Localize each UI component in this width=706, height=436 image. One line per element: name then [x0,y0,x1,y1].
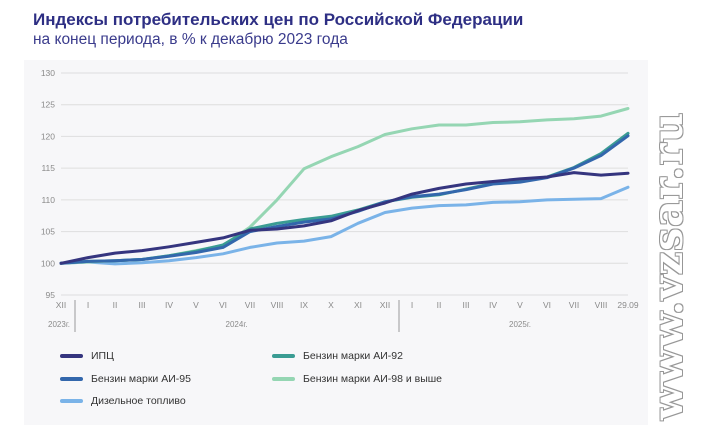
year-label: 2025г. [509,320,531,329]
legend-label: ИПЦ [91,350,114,363]
x-tick-label: VI [543,300,551,310]
chart-title: Индексы потребительских цен по Российско… [33,10,524,29]
y-tick-label: 120 [41,131,55,141]
legend-label: Дизельное топливо [91,395,186,408]
y-tick-label: 115 [41,163,55,173]
x-tick-label: 29.09 [617,300,639,310]
year-label: 2024г. [226,320,248,329]
y-tick-label: 105 [41,227,55,237]
year-label: 2023г. [48,320,70,329]
x-tick-label: II [113,300,118,310]
x-tick-label: VII [569,300,579,310]
x-tick-label: VIII [271,300,284,310]
x-tick-label: IX [300,300,308,310]
legend-item-ai95: Бензин марки АИ-95 [60,373,191,385]
y-tick-label: 110 [41,195,55,205]
legend-item-cpi: ИПЦ [60,350,114,362]
y-tick-label: 125 [41,100,55,110]
x-tick-label: V [517,300,523,310]
x-tick-label: XII [380,300,390,310]
x-tick-label: VI [219,300,227,310]
legend-swatch [272,354,295,359]
x-tick-label: XI [354,300,362,310]
legend-swatch [60,354,83,359]
series-line-3 [59,107,630,265]
legend-label: Бензин марки АИ-98 и выше [303,373,443,386]
series-line-0 [59,171,630,265]
legend-swatch [60,399,83,404]
x-tick-label: IV [489,300,497,310]
x-tick-label: I [87,300,89,310]
x-tick-label: III [138,300,145,310]
legend-label: Бензин марки АИ-92 [303,350,403,363]
x-tick-label: I [411,300,413,310]
x-tick-label: VIII [595,300,608,310]
legend-item-diesel: Дизельное топливо [60,395,186,407]
x-tick-label: IV [165,300,173,310]
legend-label: Бензин марки АИ-95 [91,373,191,386]
x-tick-label: X [328,300,334,310]
series-line-4 [59,185,630,266]
x-tick-label: V [193,300,199,310]
x-tick-label: III [462,300,469,310]
y-tick-label: 95 [46,290,56,300]
legend-swatch [60,377,83,382]
legend-swatch [272,377,295,382]
legend-item-ai92: Бензин марки АИ-92 [272,350,403,362]
y-tick-label: 130 [41,68,55,78]
x-tick-label: II [437,300,442,310]
x-tick-label: XII [56,300,66,310]
chart-subtitle: на конец периода, в % к декабрю 2023 год… [33,31,348,48]
legend-item-ai98: Бензин марки АИ-98 и выше [272,373,442,385]
watermark: www.vzsar.ru [644,111,692,420]
y-tick-label: 100 [41,258,55,268]
x-tick-label: VII [245,300,255,310]
